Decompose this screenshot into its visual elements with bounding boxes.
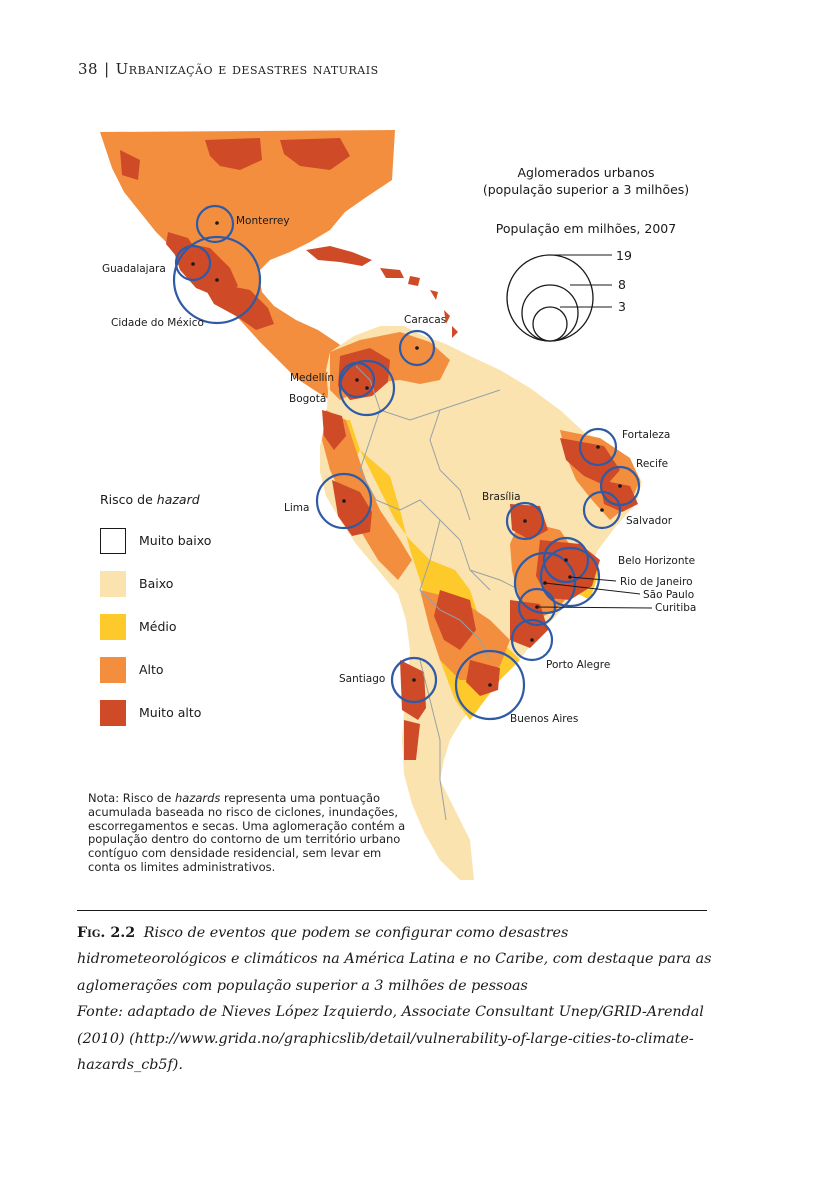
city-circle-santiago xyxy=(390,656,438,704)
city-dots xyxy=(191,221,622,687)
size-circle-3 xyxy=(532,306,568,342)
country-borders xyxy=(355,365,521,821)
size-legend-title: Aglomerados urbanos xyxy=(517,165,654,180)
map-note: Nota: Risco de hazards representa uma po… xyxy=(88,791,406,874)
mexico-high-risk xyxy=(166,232,196,260)
size-legend-title-line2: (população superior a 3 milhões) xyxy=(483,182,689,197)
running-head: 38 | Urbanização e desastres naturais xyxy=(78,60,379,78)
leader-lines xyxy=(536,576,653,609)
header-separator: | xyxy=(104,60,110,78)
south-america-very-high-risk xyxy=(322,348,638,760)
legend-item-medium: Médio xyxy=(100,605,211,648)
land-mass xyxy=(100,130,642,880)
page-number: 38 xyxy=(78,60,99,78)
city-label: Guadalajara xyxy=(102,263,166,275)
city-circle-belo-horizonte xyxy=(542,536,590,584)
hazard-legend: Risco de hazard Muito baixo Baixo Médio … xyxy=(100,492,211,734)
figure-source: Fonte: adaptado de Nieves López Izquierd… xyxy=(77,1004,704,1074)
city-circle-sao-paulo xyxy=(513,551,577,615)
legend-swatch xyxy=(100,527,126,554)
city-label: Lima xyxy=(284,502,309,514)
city-label: Monterrey xyxy=(236,215,290,227)
south-america-land xyxy=(320,326,642,880)
city-label: Belo Horizonte xyxy=(618,555,695,567)
legend-title: Risco de hazard xyxy=(100,492,200,507)
legend-item-very-low: Muito baixo xyxy=(100,519,211,562)
city-label: Fortaleza xyxy=(622,429,670,441)
caption-divider xyxy=(77,910,707,911)
legend-label: Alto xyxy=(139,662,164,677)
city-circle-salvador xyxy=(582,490,622,530)
legend-swatch xyxy=(100,570,126,597)
hazard-risk-map: Monterrey Guadalajara Cidade do México C… xyxy=(100,130,696,880)
legend-label: Médio xyxy=(139,619,177,634)
city-label: Recife xyxy=(636,458,668,470)
size-value-8: 8 xyxy=(618,277,626,292)
city-label: Salvador xyxy=(626,515,673,527)
city-circle-bogota xyxy=(338,359,396,417)
figure-caption: Fig. 2.2 Risco de eventos que podem se c… xyxy=(77,920,717,1078)
city-label: Caracas xyxy=(404,314,446,326)
size-legend-subtitle: População em milhões, 2007 xyxy=(496,221,676,236)
city-circle-guadalajara xyxy=(174,244,212,282)
city-circle-porto-alegre xyxy=(510,618,554,662)
city-label: Rio de Janeiro xyxy=(620,576,693,588)
city-circle-brasilia xyxy=(505,501,545,541)
city-circle-fortaleza xyxy=(578,427,618,467)
city-label: Medellín xyxy=(290,372,334,384)
legend-swatch xyxy=(100,656,126,683)
city-circle-caracas xyxy=(398,329,436,367)
legend-label: Muito baixo xyxy=(139,533,212,548)
north-america-high-risk xyxy=(120,138,350,330)
chapter-title: Urbanização e desastres naturais xyxy=(115,60,379,78)
city-circle-buenos-aires xyxy=(454,649,526,721)
legend-item-very-high: Muito alto xyxy=(100,691,211,734)
city-label: Brasília xyxy=(482,491,521,503)
size-value-19: 19 xyxy=(616,248,632,263)
legend-swatch xyxy=(100,699,126,726)
figure-title: Risco de eventos que podem se configurar… xyxy=(77,925,712,994)
legend-item-low: Baixo xyxy=(100,562,211,605)
city-markers xyxy=(172,204,641,721)
legend-swatch xyxy=(100,613,126,640)
legend-label: Muito alto xyxy=(139,705,202,720)
caribbean-islands xyxy=(306,246,458,338)
city-label: Buenos Aires xyxy=(510,713,578,725)
north-america-land xyxy=(100,130,395,406)
city-label: Curitiba xyxy=(655,602,696,614)
city-circle-lima xyxy=(315,472,373,530)
city-label: Santiago xyxy=(339,673,385,685)
city-circle-mexico-city xyxy=(172,235,262,325)
city-circle-monterrey xyxy=(195,204,235,244)
legend-item-high: Alto xyxy=(100,648,211,691)
size-legend: Aglomerados urbanos (população superior … xyxy=(483,165,689,342)
city-label: Bogotá xyxy=(289,393,326,405)
city-label: Porto Alegre xyxy=(546,659,610,671)
city-label: São Paulo xyxy=(643,589,694,601)
city-label: Cidade do México xyxy=(111,317,204,329)
legend-label: Baixo xyxy=(139,576,174,591)
size-value-3: 3 xyxy=(618,299,626,314)
figure-label: Fig. 2.2 xyxy=(77,925,136,941)
city-labels: Monterrey Guadalajara Cidade do México C… xyxy=(102,215,696,725)
city-circle-rio-de-janeiro xyxy=(539,546,601,608)
